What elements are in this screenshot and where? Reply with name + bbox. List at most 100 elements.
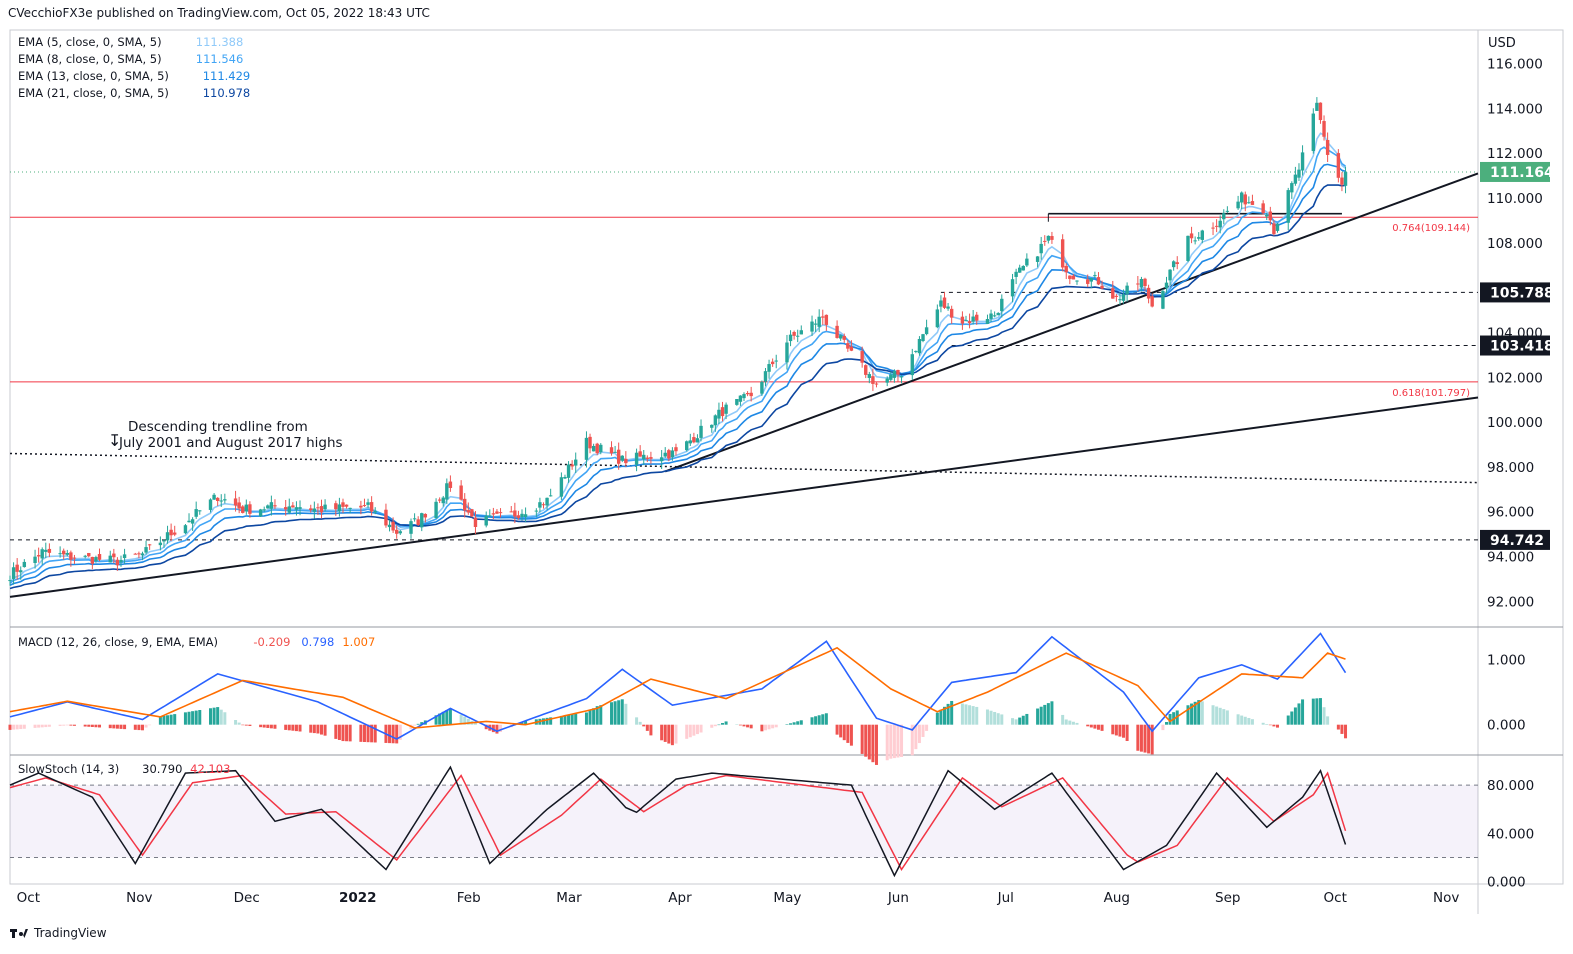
macd-histogram-bar: [266, 724, 270, 728]
candle: [738, 395, 743, 402]
candle: [1050, 236, 1054, 240]
candle: [892, 371, 897, 378]
candle: [459, 485, 463, 500]
candle: [939, 300, 943, 307]
candle: [846, 343, 850, 349]
macd-histogram-bar: [1218, 707, 1222, 725]
candle: [194, 509, 198, 517]
candle: [294, 507, 299, 510]
candle: [119, 559, 123, 563]
candle: [169, 529, 173, 536]
candle: [896, 369, 900, 375]
macd-histogram-bar: [144, 724, 148, 728]
macd-histogram-bar: [438, 713, 442, 725]
candle: [1086, 279, 1090, 284]
candle: [1143, 278, 1147, 287]
candle: [72, 557, 77, 559]
candle: [935, 309, 940, 328]
macd-histogram-bar: [345, 724, 349, 742]
candle: [688, 440, 692, 444]
macd-histogram-bar: [1143, 724, 1147, 753]
candle: [1000, 298, 1004, 312]
candle: [298, 507, 302, 509]
macd-histogram-bar: [291, 724, 295, 731]
candle: [591, 445, 596, 452]
candle: [1168, 269, 1172, 281]
candle: [1286, 190, 1290, 223]
trendline-annotation: July 2001 and August 2017 highs: [118, 435, 343, 451]
price-label-box: [1480, 335, 1550, 356]
candle: [162, 540, 166, 542]
candle: [685, 441, 689, 451]
macd-histogram-bar: [1318, 698, 1322, 725]
macd-histogram-bar: [717, 724, 721, 726]
price-tick-label: 114.000: [1487, 101, 1543, 117]
macd-histogram-bar: [692, 724, 696, 736]
candle: [516, 515, 521, 518]
macd-histogram-bar: [738, 724, 742, 726]
macd-histogram-bar: [12, 724, 16, 730]
candle: [842, 336, 846, 340]
candle: [445, 483, 449, 500]
macd-histogram-bar: [1344, 724, 1348, 739]
macd-histogram-bar: [216, 707, 220, 725]
candle: [1193, 240, 1197, 242]
candle: [212, 494, 216, 500]
macd-histogram-bar: [620, 699, 624, 725]
macd-histogram-bar: [1315, 698, 1319, 725]
candle: [1071, 275, 1076, 280]
candle: [470, 509, 474, 517]
macd-histogram-bar: [237, 722, 241, 725]
macd-histogram-bar: [749, 724, 753, 729]
candle: [8, 580, 12, 582]
macd-histogram-bar: [1286, 715, 1290, 725]
macd-histogram-bar: [316, 724, 320, 734]
macd-legend-value: 1.007: [342, 635, 375, 649]
candle: [1068, 275, 1072, 279]
price-label: 111.164: [1490, 165, 1554, 181]
candle: [1239, 192, 1244, 203]
candle: [634, 452, 639, 465]
candle: [967, 321, 972, 324]
candle: [796, 335, 800, 337]
candle: [971, 316, 975, 322]
macd-histogram-bar: [445, 710, 449, 725]
candle: [1175, 262, 1179, 265]
candle: [1136, 283, 1140, 285]
macd-histogram-bar: [867, 724, 871, 760]
candle: [40, 549, 44, 559]
macd-histogram-bar: [688, 724, 692, 738]
candle: [198, 510, 202, 512]
chart-border: [9, 29, 1564, 885]
macd-histogram-bar: [388, 724, 392, 744]
candle: [745, 393, 750, 395]
candle: [1125, 285, 1129, 295]
macd-legend-label: MACD (12, 26, close, 9, EMA, EMA): [18, 635, 218, 649]
candle: [513, 510, 517, 517]
candle: [19, 570, 23, 573]
candle: [548, 495, 553, 497]
stoch-tick-label: 40.000: [1487, 826, 1534, 842]
macd-histogram-bar: [892, 724, 896, 759]
macd-histogram-bar: [595, 706, 599, 725]
candle: [1247, 202, 1251, 204]
macd-histogram-bar: [1011, 718, 1015, 725]
macd-histogram-bar: [524, 720, 528, 725]
macd-histogram-bar: [996, 713, 1000, 725]
macd-histogram-bar: [1225, 710, 1229, 725]
candle: [1118, 299, 1122, 301]
candle: [165, 532, 170, 541]
candle: [83, 555, 87, 557]
macd-histogram-bar: [567, 714, 571, 725]
macd-histogram-bar: [910, 724, 914, 756]
macd-histogram-bar: [635, 717, 639, 725]
candle: [1186, 235, 1190, 261]
candle: [799, 330, 803, 335]
macd-histogram-bar: [960, 703, 964, 725]
macd-histogram-bar: [1061, 714, 1065, 725]
macd-histogram-bar: [874, 724, 878, 765]
candle: [563, 476, 567, 479]
macd-histogram-bar: [935, 712, 939, 725]
macd-histogram-bar: [1014, 719, 1018, 725]
